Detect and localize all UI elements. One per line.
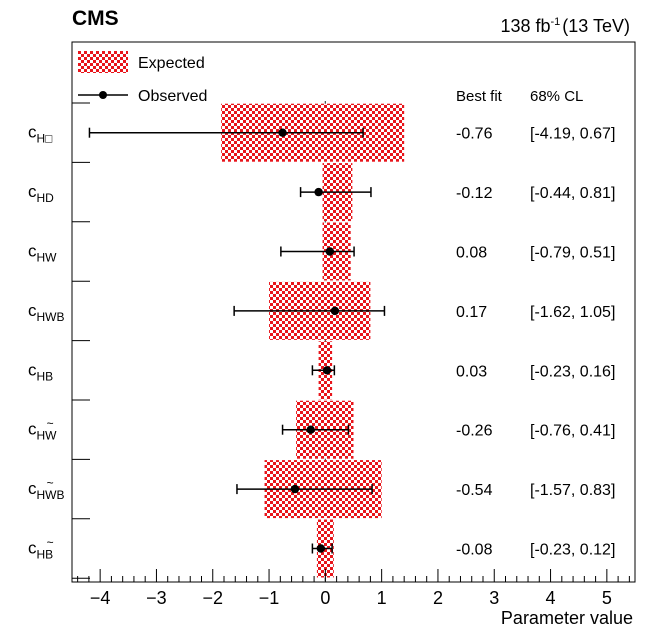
x-tick-label: 5 xyxy=(602,588,612,608)
bestfit-value: 0.03 xyxy=(456,363,487,380)
experiment-label: CMS xyxy=(72,7,119,30)
parameter-label: cHWB xyxy=(28,301,65,324)
x-tick-label: −1 xyxy=(259,588,280,608)
x-tick-label: −3 xyxy=(146,588,167,608)
x-tick-label: 3 xyxy=(489,588,499,608)
parameter-label-subscript: HW xyxy=(37,429,58,443)
parameter-label: cHD xyxy=(28,182,54,205)
parameter-label: cHB xyxy=(28,539,53,562)
bestfit-value: -0.76 xyxy=(456,126,493,143)
energy-label: (13 TeV) xyxy=(562,16,630,36)
parameter-label-subscript: HB xyxy=(37,548,54,562)
observed-intervals xyxy=(88,127,386,554)
bestfit-value: -0.12 xyxy=(456,185,493,202)
parameter-label-base: c xyxy=(28,539,37,558)
bestfit-value: -0.54 xyxy=(456,482,493,499)
observed-bestfit-point xyxy=(306,425,315,434)
parameter-label-base: c xyxy=(28,182,37,201)
cl-column-header: 68% CL xyxy=(530,88,583,105)
parameter-label-base: c xyxy=(28,301,37,320)
x-tick-label: 1 xyxy=(377,588,387,608)
cl-interval-value: [-4.19, 0.67] xyxy=(530,126,615,143)
parameter-label: cHW xyxy=(28,420,57,443)
bestfit-value: 0.08 xyxy=(456,245,487,262)
parameter-label-subscript: H□ xyxy=(37,132,53,146)
lumi-value: 138 fb xyxy=(500,16,550,36)
observed-bestfit-point xyxy=(322,366,332,375)
parameter-label-subscript: HD xyxy=(37,191,55,205)
expected-bands xyxy=(221,103,405,578)
parameter-label-subscript: HWB xyxy=(37,488,65,502)
cl-interval-value: [-1.62, 1.05] xyxy=(530,304,615,321)
observed-bestfit-point xyxy=(314,187,323,197)
parameter-label: cHB xyxy=(28,360,53,383)
bestfit-value: -0.26 xyxy=(456,423,493,440)
parameter-label-base: c xyxy=(28,360,37,379)
bestfit-value: -0.08 xyxy=(456,542,493,559)
cl-interval-value: [-0.23, 0.16] xyxy=(530,363,615,380)
legend-observed-label: Observed xyxy=(138,88,207,105)
x-tick-label: 4 xyxy=(546,588,556,608)
cl-interval-value: [-0.76, 0.41] xyxy=(530,423,615,440)
bestfit-column-header: Best fit xyxy=(456,88,503,105)
parameter-label-subscript: HW xyxy=(37,251,58,265)
parameter-tilde: ~ xyxy=(47,476,54,490)
observed-bestfit-point xyxy=(316,544,326,553)
lumi-exponent: -1 xyxy=(551,16,561,28)
x-axis-title: Parameter value xyxy=(501,608,633,628)
result-values: -0.76 [-4.19, 0.67] -0.12 [-0.44, 0.81] 0.08… xyxy=(456,126,615,559)
legend: Expected Observed xyxy=(78,51,207,105)
cl-interval-value: [-0.23, 0.12] xyxy=(530,542,615,559)
parameter-label-base: c xyxy=(28,479,37,498)
parameter-label-base: c xyxy=(28,420,37,439)
parameter-tilde: ~ xyxy=(47,536,54,550)
observed-bestfit-point xyxy=(278,128,287,137)
observed-bestfit-point xyxy=(325,247,335,256)
x-tick-label: 0 xyxy=(320,588,330,608)
parameter-label: cHW xyxy=(28,242,57,265)
legend-expected-label: Expected xyxy=(138,55,205,72)
luminosity-label: 138 fb-1 (13 TeV) xyxy=(500,16,630,36)
parameter-label-base: c xyxy=(28,123,37,142)
x-axis: −4 −3 −2 −1 0 1 2 3 4 5 xyxy=(77,569,630,608)
legend-expected-swatch xyxy=(78,51,128,73)
parameter-label-subscript: HWB xyxy=(37,310,65,324)
parameter-label: cHWB xyxy=(28,479,65,502)
parameter-label: cH□ xyxy=(28,123,52,146)
plot-frame xyxy=(71,41,636,583)
parameter-tilde: ~ xyxy=(47,417,54,431)
bestfit-value: 0.17 xyxy=(456,304,487,321)
cl-interval-value: [-0.79, 0.51] xyxy=(530,245,615,262)
x-tick-label: 2 xyxy=(433,588,443,608)
cl-interval-value: [-1.57, 0.83] xyxy=(530,482,615,499)
x-tick-label: −4 xyxy=(90,588,111,608)
parameter-label-subscript: HB xyxy=(37,369,54,383)
observed-bestfit-point xyxy=(290,484,300,494)
legend-observed-marker xyxy=(99,91,107,99)
parameter-label-base: c xyxy=(28,242,37,261)
x-tick-label: −2 xyxy=(202,588,223,608)
cl-interval-value: [-0.44, 0.81] xyxy=(530,185,615,202)
observed-bestfit-point xyxy=(330,306,340,316)
